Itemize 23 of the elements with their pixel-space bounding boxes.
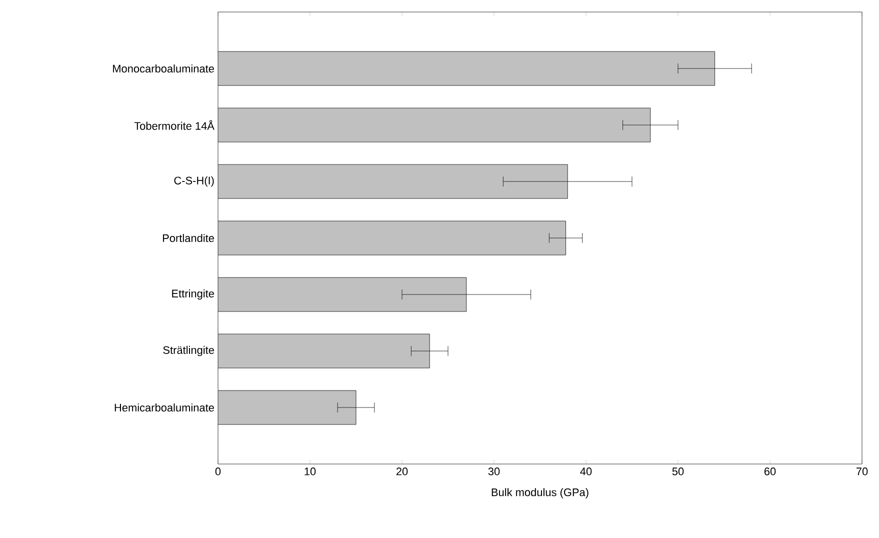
y-tick-label: Strätlingite: [163, 346, 214, 356]
bar: [218, 334, 430, 368]
y-tick-label: Monocarboaluminate: [113, 64, 214, 73]
bar: [218, 277, 467, 312]
x-tick-label: 20: [396, 468, 408, 476]
x-axis-title: Bulk modulus (GPa): [492, 488, 588, 498]
y-tick-label: Tobermorite 14Å: [134, 120, 214, 130]
y-tick-label: Hemicarboaluminate: [114, 403, 214, 412]
bar: [218, 220, 566, 256]
y-tick-label: Portlandite: [162, 234, 214, 242]
x-tick-label: 70: [856, 468, 868, 476]
bar: [218, 108, 651, 142]
y-tick-label: Ettringite: [172, 289, 214, 300]
x-tick-label: 30: [488, 468, 500, 476]
y-tick-label: C-S-H(I): [174, 176, 214, 187]
x-tick-label: 10: [304, 468, 316, 476]
bar: [218, 51, 716, 86]
x-tick-label: 40: [580, 468, 592, 476]
x-tick-label: 50: [672, 468, 684, 476]
bar: [218, 164, 568, 199]
bar: [218, 390, 356, 425]
x-tick-label: 0: [215, 468, 221, 476]
x-tick-label: 60: [764, 468, 776, 476]
